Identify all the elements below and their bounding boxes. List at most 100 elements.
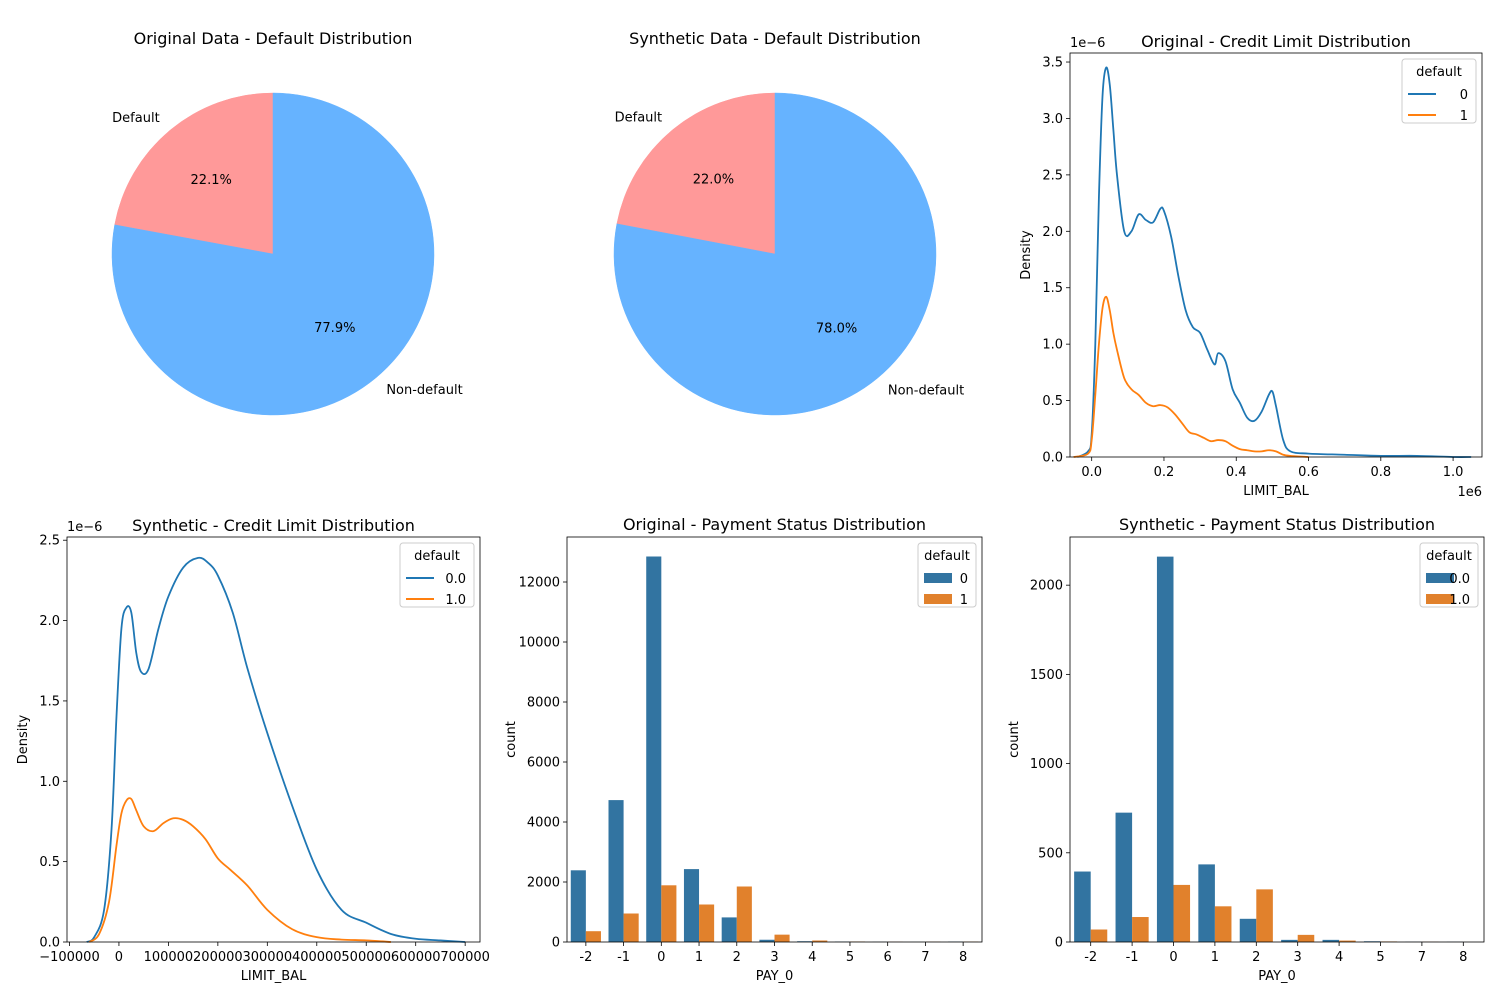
y-tick-label: 0.5 — [1042, 394, 1063, 409]
bar-0-2 — [721, 917, 737, 942]
bar-1.0-0 — [1173, 884, 1191, 942]
x-axis-label: LIMIT_BAL — [241, 969, 307, 984]
x-tick-label: 2 — [733, 950, 741, 965]
x-tick-label: 0 — [115, 950, 123, 965]
x-tick-label: 700000 — [440, 950, 490, 965]
y-tick-label: 3.5 — [1042, 56, 1063, 71]
x-offset-text: 1e6 — [1457, 485, 1482, 500]
legend-title: default — [1426, 549, 1472, 564]
bar-0.0-0 — [1156, 556, 1174, 942]
x-tick-label: 0.4 — [1226, 465, 1247, 480]
legend-entry: 0.0 — [1449, 572, 1470, 587]
y-axis-label: count — [1007, 721, 1022, 758]
y-offset-text: 1e−6 — [67, 520, 102, 535]
y-tick-label: 10000 — [519, 636, 560, 651]
pie-percent-label: 22.0% — [693, 173, 734, 188]
legend-entry: 0 — [1460, 88, 1468, 103]
pie-slice-default — [616, 92, 776, 255]
pie-slice-default — [114, 92, 274, 255]
y-tick-label: 1500 — [1030, 668, 1063, 683]
x-tick-label: 5 — [846, 950, 854, 965]
legend-entry: 1.0 — [445, 593, 466, 608]
x-tick-label: 300000 — [242, 950, 292, 965]
axes-frame — [566, 536, 983, 943]
bar-0.0--1 — [1115, 812, 1133, 942]
pie-percent-label: 78.0% — [816, 321, 857, 336]
y-tick-label: 1.0 — [39, 775, 60, 790]
x-tick-label: 8 — [959, 950, 967, 965]
x-axis-label: PAY_0 — [1258, 969, 1296, 984]
bar-1.0-4 — [1339, 940, 1356, 942]
pie-label: Non-default — [888, 383, 964, 398]
x-tick-label: 7 — [1418, 950, 1426, 965]
y-tick-label: 2.5 — [1042, 168, 1063, 183]
legend-title: default — [924, 549, 970, 564]
bar-1.0-1 — [1214, 906, 1232, 942]
bar-0.0-3 — [1281, 939, 1298, 942]
y-tick-label: 0.0 — [39, 936, 60, 951]
legend-swatch — [924, 594, 952, 604]
x-tick-label: -1 — [617, 950, 630, 965]
series-line-0 — [1076, 66, 1472, 458]
pie-slice-non-default — [613, 92, 937, 416]
pie-label: Default — [615, 111, 663, 126]
bar-0-1 — [683, 869, 700, 942]
x-axis-label: LIMIT_BAL — [1243, 484, 1309, 499]
bar-chart-synthetic: -2 -1 0 1 2 3 4 5 7 8 0 500 1000 1500 2000 Synthetic - … — [1007, 515, 1485, 984]
pie-percent-label: 22.1% — [191, 173, 232, 188]
legend-title: default — [1416, 65, 1462, 80]
axes-frame — [1069, 536, 1485, 943]
y-tick-label: 0.5 — [39, 855, 60, 870]
x-tick-label: 0.8 — [1370, 465, 1391, 480]
bar-1.0-3 — [1297, 934, 1315, 942]
bar-0-3 — [759, 939, 775, 942]
kde-chart-synthetic: −100000 0 100000 200000 300000 400000 500000 60… — [16, 516, 490, 984]
x-tick-label: 1 — [695, 950, 703, 965]
pie-slice-non-default — [111, 92, 435, 416]
legend-title: default — [414, 549, 460, 564]
x-tick-label: 600000 — [391, 950, 441, 965]
legend: default 0 1 — [917, 542, 977, 608]
bar-1-3 — [774, 934, 790, 942]
pie-percent-label: 77.9% — [314, 321, 355, 336]
legend-entry: 1 — [960, 593, 968, 608]
y-tick-label: 0 — [1055, 936, 1063, 951]
y-tick-label: 0 — [552, 936, 560, 951]
legend-swatch — [924, 573, 952, 583]
pie-label: Default — [112, 111, 160, 126]
y-tick-label: 1.5 — [1042, 281, 1063, 296]
y-tick-label: 3.0 — [1042, 112, 1063, 127]
bar-1.0--2 — [1090, 929, 1108, 942]
x-tick-label: 1 — [1211, 950, 1219, 965]
x-tick-label: 0.0 — [1081, 465, 1102, 480]
pie-chart-synthetic: Synthetic Data - Default Distribution Def… — [613, 29, 964, 416]
x-tick-label: 4 — [808, 950, 816, 965]
bar-1-2 — [736, 886, 752, 942]
y-tick-label: 1.5 — [39, 694, 60, 709]
bar-1--2 — [585, 931, 601, 942]
legend-entry: 0.0 — [445, 572, 466, 587]
y-offset-text: 1e−6 — [1070, 36, 1105, 51]
chart-title: Synthetic - Credit Limit Distribution — [132, 516, 415, 535]
y-tick-label: 2.0 — [39, 614, 60, 629]
pie-label: Non-default — [386, 383, 462, 398]
x-tick-label: 0.2 — [1154, 465, 1175, 480]
bar-0-0 — [646, 556, 662, 942]
x-tick-label: 400000 — [292, 950, 342, 965]
chart-title: Original - Payment Status Distribution — [623, 515, 926, 534]
bar-1.0--1 — [1132, 917, 1149, 942]
x-axis-label: PAY_0 — [756, 969, 794, 984]
x-tick-label: 200000 — [193, 950, 243, 965]
bar-0.0-4 — [1322, 939, 1340, 942]
bar-0.0--2 — [1074, 871, 1091, 942]
legend: default 0.0 1.0 — [1419, 542, 1479, 608]
y-tick-label: 4000 — [527, 816, 560, 831]
y-tick-label: 12000 — [519, 576, 560, 591]
x-tick-label: 7 — [921, 950, 929, 965]
x-tick-label: -2 — [1084, 950, 1097, 965]
bar-1-1 — [699, 904, 715, 942]
y-tick-label: 500 — [1038, 846, 1063, 861]
bar-1-4 — [812, 940, 828, 942]
bar-1--1 — [623, 913, 639, 942]
